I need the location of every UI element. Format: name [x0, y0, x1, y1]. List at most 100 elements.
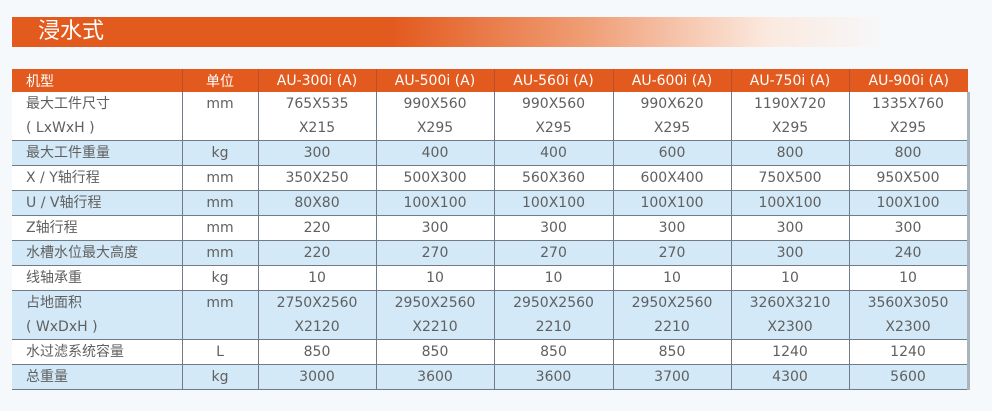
value-cell: 765X535 X215	[257, 92, 376, 141]
value-cell-line: 100X100	[758, 195, 822, 211]
value-cell: 100X100	[612, 190, 731, 216]
value-cell: 990X560 X295	[375, 92, 494, 141]
value-cell: 300	[257, 140, 376, 166]
value-cell: 3600	[493, 364, 613, 390]
value-cell-line: 1335X760	[872, 96, 944, 112]
table-row: Z轴行程 mm 220 300 300 300 300 300	[12, 215, 970, 241]
value-cell: 2950X2560 2210	[493, 290, 613, 340]
value-cell: 350X250	[257, 165, 376, 191]
value-cell-line: 100X100	[876, 195, 940, 211]
value-cell-line: X295	[653, 120, 691, 136]
value-cell-line: 100X100	[640, 195, 704, 211]
value-cell: 270	[612, 240, 731, 266]
value-cell: 990X620 X295	[612, 92, 731, 141]
header-cell: AU-300i (A)	[257, 69, 376, 92]
row-label-line: 占地面积	[26, 295, 82, 311]
value-cell-line: 3600	[417, 369, 453, 385]
value-cell: 300	[730, 215, 849, 241]
value-cell: 800	[730, 140, 849, 166]
value-cell-line: 100X100	[521, 195, 586, 211]
value-cell-line: 3000	[299, 369, 335, 385]
value-cell-line: 100X100	[403, 195, 467, 211]
value-cell-line: 1240	[890, 344, 926, 360]
value-cell: 300	[493, 215, 613, 241]
value-cell: 10	[493, 265, 613, 291]
value-cell-line: 600	[658, 145, 686, 161]
value-cell-line: X2210	[412, 319, 458, 335]
value-cell-line: 5600	[890, 369, 926, 385]
value-cell-line: 220	[303, 220, 331, 236]
value-cell: 100X100	[375, 190, 494, 216]
value-cell: 850	[493, 339, 613, 365]
value-cell: 2950X2560 2210	[612, 290, 731, 340]
row-label: 最大工件尺寸 ( LxWxH )	[12, 92, 182, 141]
value-cell-line: 850	[421, 344, 449, 360]
title-banner-fade	[392, 17, 892, 47]
table-row: X / Y轴行程 mm 350X250 500X300 560X360 600X400 75…	[12, 165, 970, 191]
value-cell: 10	[730, 265, 849, 291]
value-cell-line: 10	[544, 270, 563, 286]
value-cell-line: 990X560	[521, 96, 586, 112]
row-label-line: 总重量	[26, 369, 68, 385]
row-label-line: 水槽水位最大高度	[26, 245, 138, 261]
unit-cell: kg	[181, 364, 258, 390]
value-cell-line: X215	[298, 120, 336, 136]
value-cell: 3000	[257, 364, 376, 390]
unit-cell-line: mm	[206, 220, 234, 236]
value-cell: 5600	[848, 364, 970, 390]
value-cell-line: 220	[303, 245, 331, 261]
row-label: 最大工件重量	[12, 140, 182, 166]
value-cell: 270	[493, 240, 613, 266]
value-cell: 220	[257, 240, 376, 266]
row-label-line: 线轴承重	[26, 270, 82, 286]
value-cell-line: 300	[776, 220, 804, 236]
unit-cell: mm	[181, 165, 258, 191]
unit-cell-line: kg	[211, 145, 229, 161]
value-cell: 80X80	[257, 190, 376, 216]
unit-cell: mm	[181, 190, 258, 216]
value-cell-line: 750X500	[758, 170, 822, 186]
value-cell: 100X100	[848, 190, 970, 216]
value-cell-line: 10	[899, 270, 917, 286]
unit-cell: mm	[181, 240, 258, 266]
row-label-line: 水过滤系统容量	[26, 344, 124, 360]
value-cell-line: 2950X2560	[513, 295, 594, 311]
unit-cell-line: mm	[206, 245, 234, 261]
value-cell-line: 270	[658, 245, 686, 261]
row-label-line: X / Y轴行程	[26, 170, 100, 186]
unit-cell-line: mm	[206, 195, 234, 211]
value-cell: 2750X2560 X2120	[257, 290, 376, 340]
value-cell: 3700	[612, 364, 731, 390]
value-cell: 800	[848, 140, 970, 166]
value-cell: 990X560 X295	[493, 92, 613, 141]
table-row: 总重量 kg 3000 3600 3600 3700 4300 5600	[12, 364, 970, 390]
table-row: 线轴承重 kg 10 10 10 10 10 10	[12, 265, 970, 291]
value-cell: 220	[257, 215, 376, 241]
value-cell: 500X300	[375, 165, 494, 191]
value-cell: 1240	[848, 339, 970, 365]
value-cell: 10	[257, 265, 376, 291]
row-label: 水过滤系统容量	[12, 339, 182, 365]
value-cell: 850	[257, 339, 376, 365]
value-cell-line: 240	[894, 245, 922, 261]
row-label: 水槽水位最大高度	[12, 240, 182, 266]
unit-cell: mm	[181, 92, 258, 141]
table-row: 水过滤系统容量 L 850 850 850 850 1240 1240	[12, 339, 970, 365]
value-cell-line: 850	[658, 344, 686, 360]
value-cell: 300	[612, 215, 731, 241]
value-cell-line: X2300	[885, 319, 931, 335]
value-cell-line: X2120	[294, 319, 340, 335]
value-cell-line: 10	[781, 270, 799, 286]
value-cell-line: 800	[776, 145, 804, 161]
value-cell: 270	[375, 240, 494, 266]
value-cell: 300	[730, 240, 849, 266]
header-cell: AU-900i (A)	[848, 69, 968, 92]
value-cell-line: 3260X3210	[749, 295, 831, 311]
unit-cell: mm	[181, 215, 258, 241]
unit-cell-line: mm	[206, 295, 234, 311]
value-cell-line: 270	[421, 245, 449, 261]
table-row: 占地面积 ( WxDxH ) mm 2750X2560 X2120 2950X2560 X2…	[12, 290, 970, 340]
value-cell: 3260X3210 X2300	[730, 290, 849, 340]
value-cell-line: 2210	[654, 319, 690, 335]
unit-cell: kg	[181, 265, 258, 291]
